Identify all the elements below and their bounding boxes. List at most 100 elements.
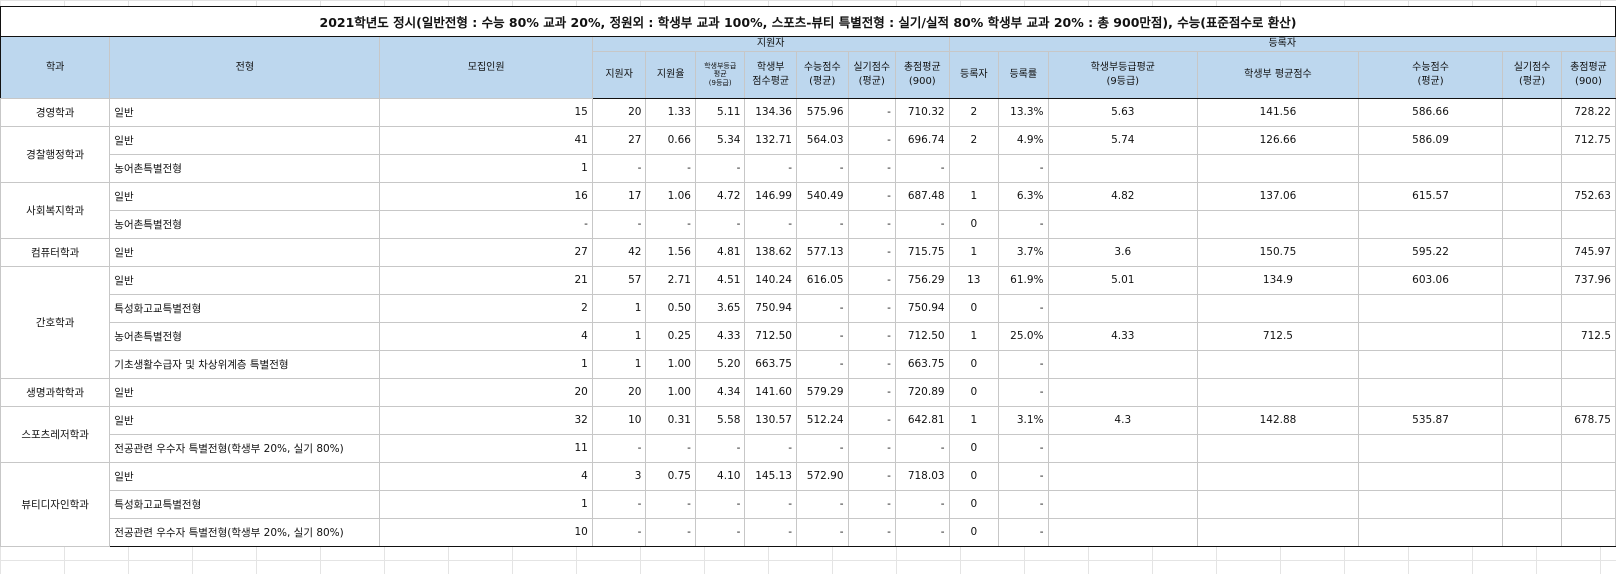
applicant-rate-cell: 0.75	[645, 461, 696, 491]
quota-cell: -	[379, 209, 593, 239]
quota-cell: 32	[379, 405, 593, 435]
applicant-grade-cell: 4.33	[694, 321, 746, 351]
applicant-total-score-cell: -	[894, 153, 950, 183]
registrant-count-cell: 0	[948, 433, 1000, 463]
applicant-school-score-cell: 663.75	[744, 349, 797, 379]
track-cell: 전공관련 우수자 특별전형(학생부 20%, 실기 80%)	[109, 433, 381, 463]
header-app-school-line2: 점수평균	[752, 75, 790, 87]
registrant-school-score-cell	[1197, 153, 1359, 183]
registrant-practical-score-cell	[1502, 461, 1562, 491]
registrant-rate-cell: -	[998, 433, 1049, 463]
registrant-rate-cell: -	[998, 349, 1049, 379]
applicant-count-cell: 1	[591, 349, 647, 379]
applicant-total-score-cell: 715.75	[894, 237, 950, 267]
registrant-grade-cell: 4.82	[1047, 181, 1199, 211]
header-track: 전형	[109, 36, 381, 99]
registrant-csat-score-cell: 586.09	[1357, 125, 1504, 155]
registrant-practical-score-cell	[1502, 517, 1562, 547]
registrant-rate-cell: -	[998, 209, 1049, 239]
applicant-practical-score-cell: -	[847, 209, 896, 239]
registrant-school-score-cell	[1197, 349, 1359, 379]
admissions-results-table: 2021학년도 정시(일반전형 : 수능 80% 교과 20%, 정원외 : 학…	[0, 6, 1616, 547]
table-row: 전공관련 우수자 특별전형(학생부 20%, 실기 80%) 10- - - - - - -0…	[1, 517, 1616, 547]
applicant-practical-score-cell: -	[847, 265, 896, 295]
registrant-rate-cell: 3.1%	[998, 405, 1049, 435]
applicant-practical-score-cell: -	[847, 293, 896, 323]
registrant-grade-cell	[1047, 461, 1199, 491]
registrant-practical-score-cell	[1502, 181, 1562, 211]
table-row: 경찰행정학과 일반 41 27 0.66 5.34 132.71 564.03-696.74 2…	[0, 125, 1616, 183]
registrant-csat-score-cell	[1357, 517, 1504, 547]
registrant-rate-cell: 3.7%	[998, 237, 1049, 267]
header-app-grade: 학생부등급 평균 (9등급)	[694, 50, 746, 99]
registrant-count-cell: 0	[948, 293, 1000, 323]
registrant-rate-cell: -	[998, 489, 1049, 519]
registrant-rate-cell: -	[998, 293, 1049, 323]
registrant-rate-cell: -	[998, 461, 1049, 491]
header-reg-grade-line2: (9등급)	[1106, 75, 1140, 87]
registrant-grade-cell	[1047, 377, 1199, 407]
applicant-total-score-cell: -	[894, 489, 950, 519]
registrant-practical-score-cell	[1502, 349, 1562, 379]
applicant-csat-score-cell: -	[795, 153, 849, 183]
applicant-school-score-cell: 712.50	[744, 321, 797, 351]
applicant-grade-cell: 4.72	[694, 181, 746, 211]
applicant-school-score-cell: -	[744, 433, 797, 463]
track-cell: 기초생활수급자 및 차상위계층 특별전형	[109, 349, 381, 379]
registrant-practical-score-cell	[1502, 321, 1562, 351]
header-reg-total-line1: 총점평균	[1570, 62, 1607, 73]
applicant-practical-score-cell: -	[847, 153, 896, 183]
quota-cell: 21	[379, 265, 593, 295]
registrant-total-score-cell	[1560, 517, 1616, 547]
applicant-count-cell: -	[591, 517, 647, 547]
applicant-csat-score-cell: 577.13	[795, 237, 849, 267]
applicant-practical-score-cell: -	[847, 349, 896, 379]
table-row: 농어촌특별전형 - - - - - - - -0-	[1, 209, 1616, 239]
applicant-grade-cell: -	[694, 517, 746, 547]
registrant-count-cell: 0	[948, 461, 1000, 491]
registrant-practical-score-cell	[1502, 489, 1562, 519]
registrant-count-cell: 0	[948, 489, 1000, 519]
registrant-practical-score-cell	[1502, 265, 1562, 295]
header-app-count: 지원자	[591, 50, 647, 99]
quota-cell: 4	[379, 461, 593, 491]
applicant-total-score-cell: 718.03	[894, 461, 950, 491]
applicant-grade-cell: 5.20	[694, 349, 746, 379]
header-app-csat-line1: 수능점수	[803, 62, 841, 73]
applicant-school-score-cell: -	[744, 209, 797, 239]
registrant-count-cell: 2	[948, 125, 1000, 155]
applicant-total-score-cell: 712.50	[894, 321, 950, 351]
registrant-count-cell: 13	[948, 265, 1000, 295]
registrant-csat-score-cell: 603.06	[1357, 265, 1504, 295]
registrant-grade-cell	[1047, 209, 1199, 239]
applicant-total-score-cell: 642.81	[894, 405, 950, 435]
header-app-grade-line3: (9등급)	[708, 78, 732, 87]
registrant-grade-cell: 5.74	[1047, 125, 1199, 155]
registrant-total-score-cell: 728.22	[1560, 97, 1616, 127]
registrant-practical-score-cell	[1502, 237, 1562, 267]
track-cell: 일반	[109, 97, 381, 127]
quota-cell: 1	[379, 489, 593, 519]
registrant-count-cell: 0	[948, 517, 1000, 547]
registrant-total-score-cell	[1560, 461, 1616, 491]
registrant-count-cell	[948, 153, 1000, 183]
applicant-total-score-cell: 696.74	[894, 125, 950, 155]
applicant-school-score-cell: 132.71	[744, 125, 797, 155]
applicant-rate-cell: -	[645, 153, 696, 183]
registrant-school-score-cell	[1197, 293, 1359, 323]
header-registrants-group: 등록자	[948, 36, 1616, 52]
applicant-practical-score-cell: -	[847, 377, 896, 407]
header-reg-csat-line2: (평균)	[1417, 75, 1444, 87]
registrant-csat-score-cell	[1357, 349, 1504, 379]
registrant-practical-score-cell	[1502, 293, 1562, 323]
registrant-csat-score-cell	[1357, 153, 1504, 183]
registrant-grade-cell	[1047, 433, 1199, 463]
registrant-count-cell: 2	[948, 97, 1000, 127]
registrant-count-cell: 1	[948, 405, 1000, 435]
registrant-rate-cell: -	[998, 153, 1049, 183]
header-reg-count: 등록자	[948, 50, 1000, 99]
track-cell: 일반	[109, 181, 381, 211]
applicant-csat-score-cell: -	[795, 293, 849, 323]
registrant-csat-score-cell	[1357, 489, 1504, 519]
registrant-count-cell: 1	[948, 321, 1000, 351]
